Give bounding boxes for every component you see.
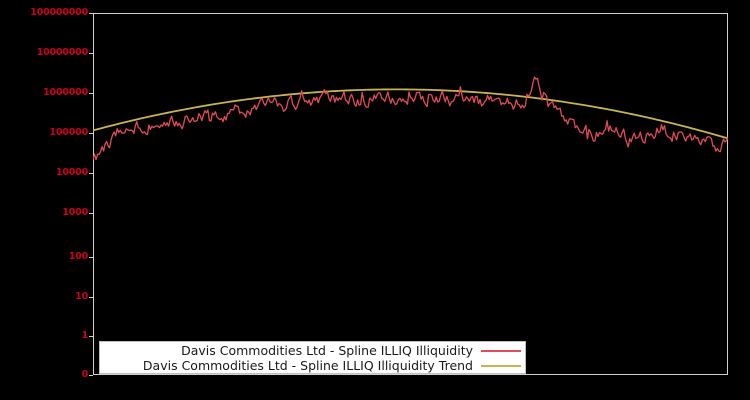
plot-canvas (93, 76, 728, 161)
y-tick-label: 10000 (55, 167, 88, 178)
plot-area-frame (93, 13, 728, 375)
y-tick-label: 100 (68, 251, 88, 262)
legend-item-trend[interactable]: Davis Commodities Ltd - Spline ILLIQ Ill… (143, 358, 521, 373)
y-tick-label: 100000000 (30, 7, 88, 18)
y-tick-label: 10000000 (36, 47, 88, 58)
y-tick-mark (89, 93, 93, 94)
legend-item-series[interactable]: Davis Commodities Ltd - Spline ILLIQ Ill… (181, 343, 521, 358)
legend-swatch-trend (481, 364, 521, 367)
y-tick-mark (89, 336, 93, 337)
illiq-series-line (93, 76, 728, 161)
trend-line (93, 88, 728, 140)
y-tick-label: 10 (75, 291, 88, 302)
legend-label-series: Davis Commodities Ltd - Spline ILLIQ Ill… (181, 343, 473, 358)
legend-swatch-series (481, 349, 521, 352)
legend-label-trend: Davis Commodities Ltd - Spline ILLIQ Ill… (142, 358, 473, 373)
y-tick-mark (89, 297, 93, 298)
y-tick-mark (89, 375, 93, 376)
y-tick-mark (89, 13, 93, 14)
y-tick-label: 1000000 (43, 87, 88, 98)
y-tick-mark (89, 133, 93, 134)
y-tick-mark (89, 173, 93, 174)
y-axis: 100000000 10000000 1000000 100000 10000 … (0, 0, 93, 400)
y-tick-label: 1000 (62, 207, 88, 218)
y-tick-label: 100000 (49, 127, 89, 138)
y-tick-label: 1 (81, 330, 89, 341)
legend[interactable]: Davis Commodities Ltd - Spline ILLIQ Ill… (99, 341, 526, 374)
y-tick-mark (89, 53, 93, 54)
y-tick-mark (89, 213, 93, 214)
y-tick-label: 0 (81, 369, 89, 380)
y-tick-mark (89, 257, 93, 258)
